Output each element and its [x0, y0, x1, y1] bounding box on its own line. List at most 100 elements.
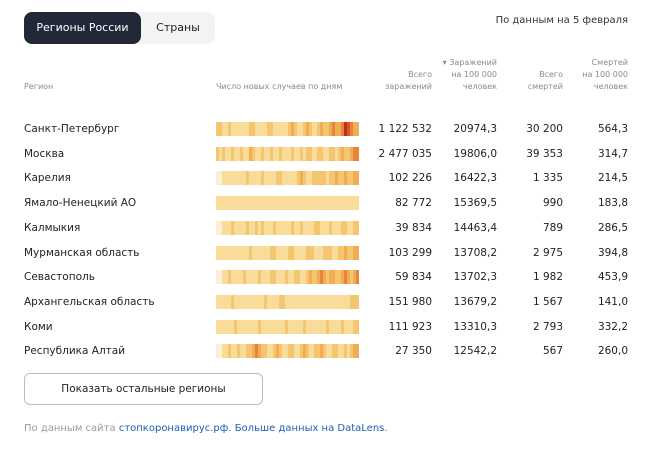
heat-cell: [236, 220, 240, 235]
heat-cell: [299, 196, 303, 211]
heat-cell: [305, 171, 309, 186]
heat-cell: [305, 245, 309, 260]
heat-cell: [266, 220, 270, 235]
heat-cell: [305, 196, 309, 211]
heat-cell: [221, 319, 225, 334]
deaths-per-100k: 260,0: [597, 345, 628, 358]
heat-cell: [329, 270, 333, 285]
heat-cell: [293, 196, 297, 211]
heat-cell: [251, 122, 255, 136]
heat-cell: [290, 171, 294, 186]
header-deaths[interactable]: Всего смертей: [527, 70, 563, 91]
heat-cell: [236, 196, 240, 211]
heat-cell: [227, 196, 231, 211]
heat-cell: [260, 196, 264, 211]
heat-cell: [275, 319, 279, 334]
heat-cell: [248, 344, 252, 359]
heat-cell: [251, 171, 255, 186]
table-row[interactable]: Санкт-Петербург 1 122 532 20974,3 30 200 564…: [0, 117, 658, 141]
heat-cell: [320, 220, 324, 235]
heat-cell: [302, 122, 306, 136]
heat-cell: [275, 245, 279, 260]
heat-cell: [296, 146, 300, 161]
daily-cases-heat-strip: [216, 220, 359, 235]
heat-cell: [260, 122, 264, 136]
heat-cell: [245, 294, 249, 309]
heat-cell: [227, 319, 231, 334]
table-row[interactable]: Коми 111 923 13310,3 2 793 332,2: [0, 315, 658, 339]
heat-cell: [281, 122, 285, 136]
table-row[interactable]: Архангельская область 151 980 13679,2 1 567…: [0, 290, 658, 314]
table-row[interactable]: Мурманская область 103 299 13708,2 2 975 394…: [0, 241, 658, 265]
heat-cell: [311, 171, 315, 186]
heat-cell: [299, 319, 303, 334]
heat-cell: [296, 171, 300, 186]
heat-cell: [299, 220, 303, 235]
heat-cell: [275, 171, 279, 186]
heat-cell: [323, 294, 327, 309]
heat-cell: [254, 171, 258, 186]
table-row[interactable]: Калмыкия 39 834 14463,4 789 286,5: [0, 216, 658, 240]
cases-per-100k: 13310,3: [453, 320, 497, 333]
heat-cell: [254, 196, 258, 211]
table-row[interactable]: Ямало-Ненецкий АО 82 772 15369,5 990 183,8: [0, 191, 658, 215]
header-total[interactable]: Всего заражений: [385, 70, 432, 91]
table-row[interactable]: Республика Алтай 27 350 12542,2 567 260,0: [0, 339, 658, 363]
heat-cell: [347, 196, 351, 211]
heat-cell: [356, 319, 359, 334]
heat-cell: [269, 270, 273, 285]
heat-cell: [221, 171, 225, 186]
header-deaths100k[interactable]: Смертей на 100 000 человек: [582, 58, 628, 91]
heat-cell: [272, 245, 276, 260]
tab-russia-regions[interactable]: Регионы России: [24, 12, 141, 44]
heat-cell: [230, 245, 234, 260]
heat-cell: [236, 122, 240, 136]
heat-cell: [308, 171, 312, 186]
heat-cell: [290, 294, 294, 309]
heat-cell: [242, 294, 246, 309]
heat-cell: [308, 146, 312, 161]
heat-cell: [272, 146, 276, 161]
table-row[interactable]: Москва 2 477 035 19806,0 39 353 314,7: [0, 142, 658, 166]
heat-cell: [257, 319, 261, 334]
source-site-link[interactable]: стопкоронавирус.рф.: [118, 423, 232, 434]
heat-cell: [239, 245, 243, 260]
heat-cell: [245, 146, 249, 161]
datalens-link[interactable]: Больше данных на DataLens.: [234, 423, 388, 434]
heat-cell: [290, 344, 294, 359]
heat-cell: [287, 220, 291, 235]
deaths-per-100k: 286,5: [597, 221, 628, 234]
heat-cell: [245, 196, 249, 211]
heat-cell: [323, 245, 327, 260]
heat-cell: [356, 196, 359, 211]
table-row[interactable]: Карелия 102 226 16422,3 1 335 214,5: [0, 166, 658, 190]
heat-cell: [281, 245, 285, 260]
heat-cell: [221, 146, 225, 161]
heat-cell: [302, 270, 306, 285]
heat-cell: [236, 344, 240, 359]
total-deaths: 1 982: [532, 271, 563, 284]
heat-cell: [356, 220, 359, 235]
tab-countries[interactable]: Страны: [156, 21, 200, 34]
heat-cell: [224, 196, 228, 211]
table-row[interactable]: Севастополь 59 834 13702,3 1 982 453,9: [0, 265, 658, 289]
heat-cell: [272, 220, 276, 235]
heat-cell: [248, 196, 252, 211]
heat-cell: [239, 344, 243, 359]
heat-cell: [284, 319, 288, 334]
heat-cell: [350, 196, 354, 211]
heat-cell: [230, 220, 234, 235]
show-more-regions-button[interactable]: Показать остальные регионы: [24, 373, 263, 405]
heat-cell: [242, 220, 246, 235]
heat-cell: [347, 122, 351, 136]
total-cases: 102 226: [388, 172, 432, 185]
header-per100k[interactable]: ▾ Заражений на 100 000 человек: [442, 58, 497, 91]
heat-cell: [236, 171, 240, 186]
heat-cell: [248, 245, 252, 260]
heat-cell: [338, 171, 342, 186]
heat-cell: [320, 319, 324, 334]
heat-cell: [257, 344, 261, 359]
deaths-per-100k: 314,7: [597, 147, 628, 160]
heat-cell: [224, 344, 228, 359]
heat-cell: [287, 294, 291, 309]
